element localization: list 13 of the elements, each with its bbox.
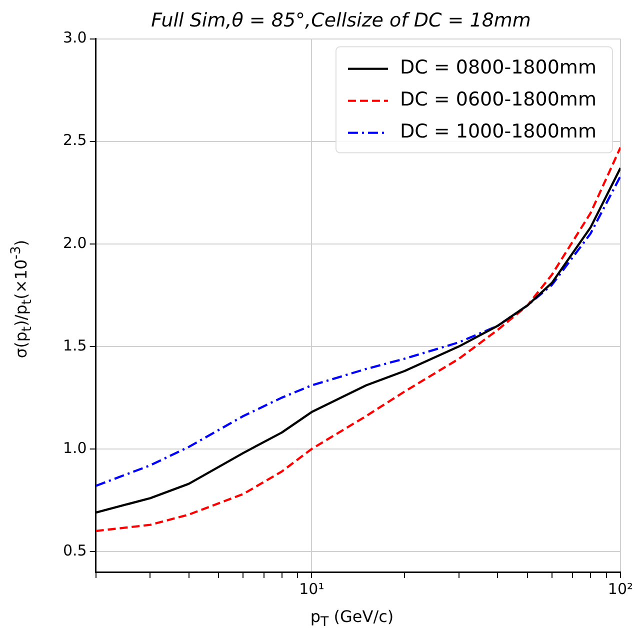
legend-label: DC = 1000-1800mm bbox=[400, 120, 596, 143]
y-tick-label: 1.0 bbox=[62, 438, 87, 457]
x-tick-label: 10² bbox=[608, 580, 634, 598]
chart-title: Full Sim,θ = 85°,Cellsize of DC = 18mm bbox=[151, 9, 531, 32]
legend-label: DC = 0800-1800mm bbox=[400, 56, 596, 79]
x-axis-title: p$_{T}$ (GeV/c) bbox=[309, 606, 395, 630]
y-tick-label: 2.0 bbox=[62, 234, 87, 252]
y-tick-label: 2.5 bbox=[62, 131, 87, 150]
y-tick-label: 3.0 bbox=[62, 28, 87, 47]
y-tick-label: 0.5 bbox=[62, 541, 87, 560]
x-tick-label: 10¹ bbox=[299, 580, 324, 598]
y-tick-label: 1.5 bbox=[62, 336, 87, 354]
legend-label: DC = 0600-1800mm bbox=[400, 88, 596, 111]
